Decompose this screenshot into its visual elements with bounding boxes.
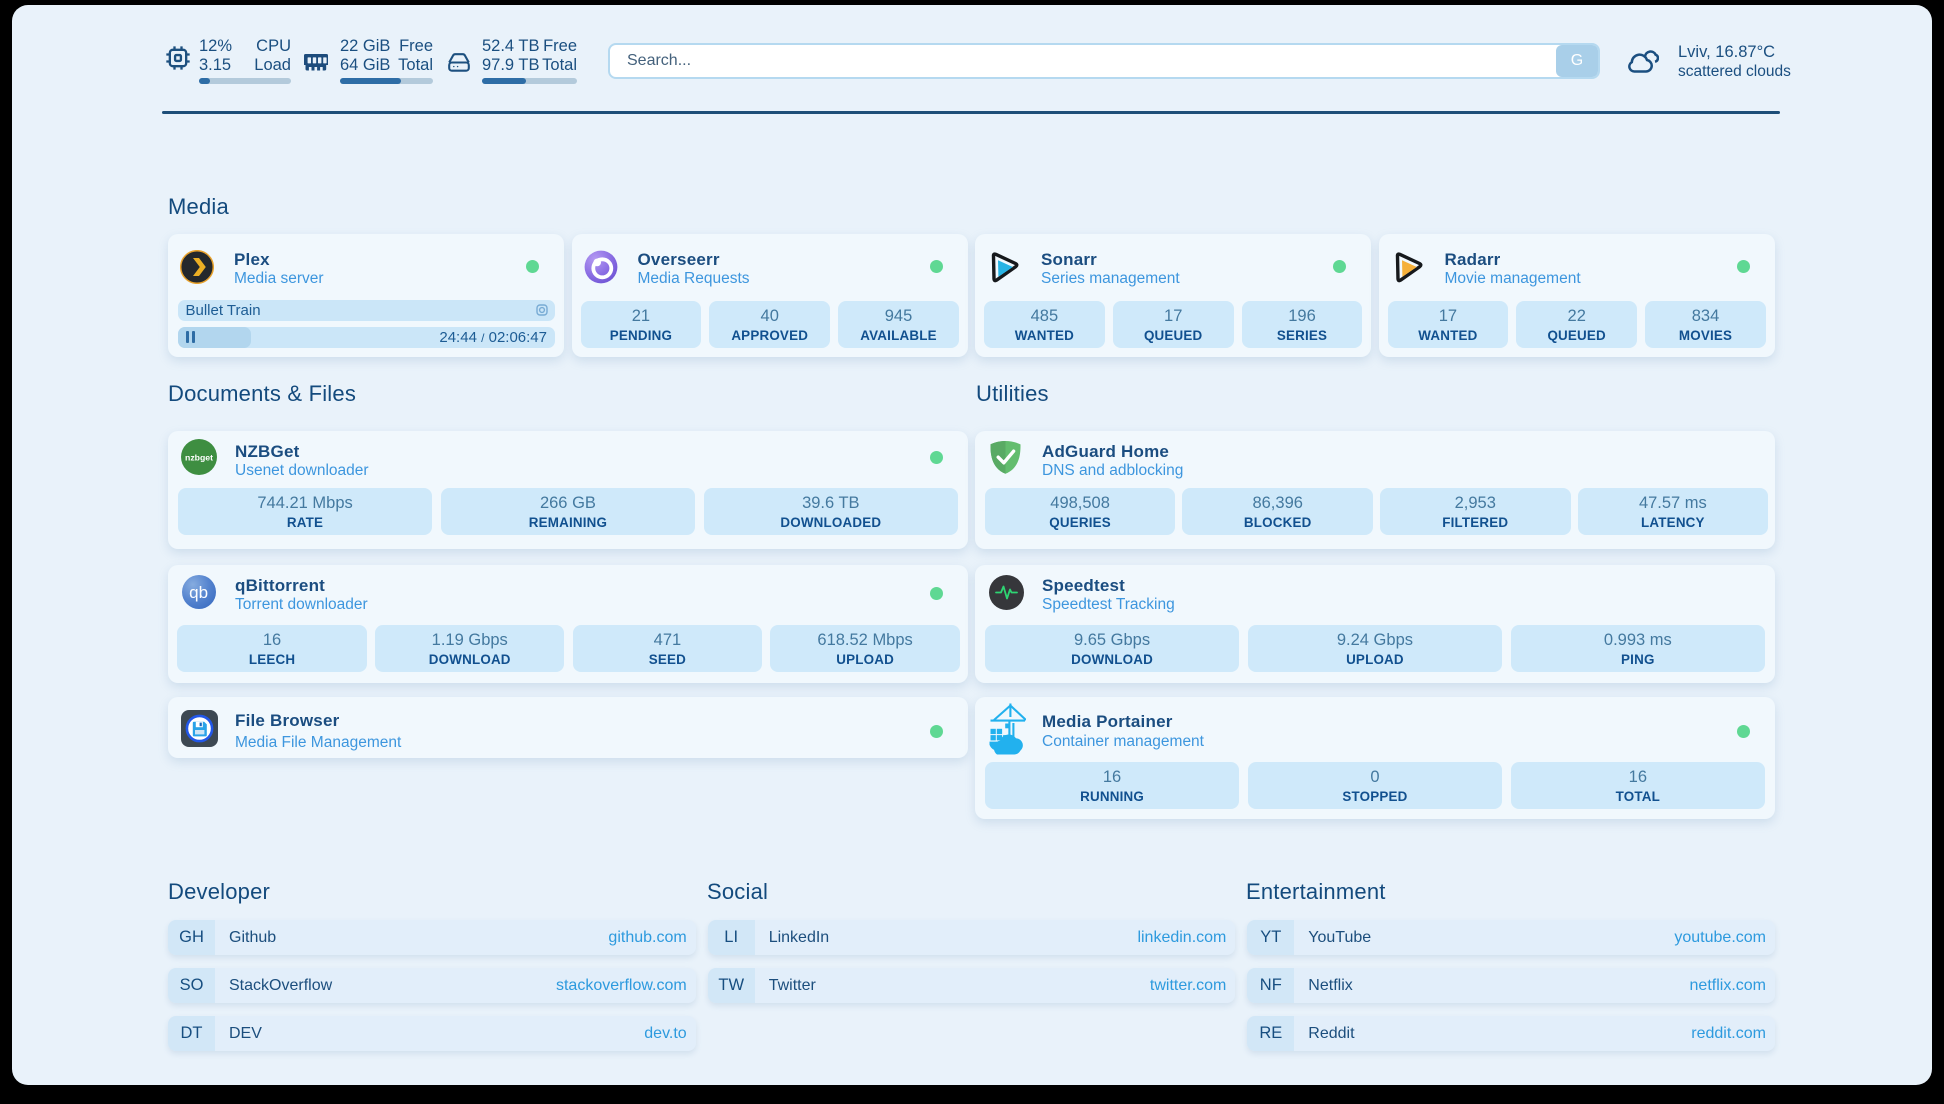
svg-text:qb: qb [189, 583, 208, 602]
svg-text:nzbget: nzbget [185, 453, 213, 463]
